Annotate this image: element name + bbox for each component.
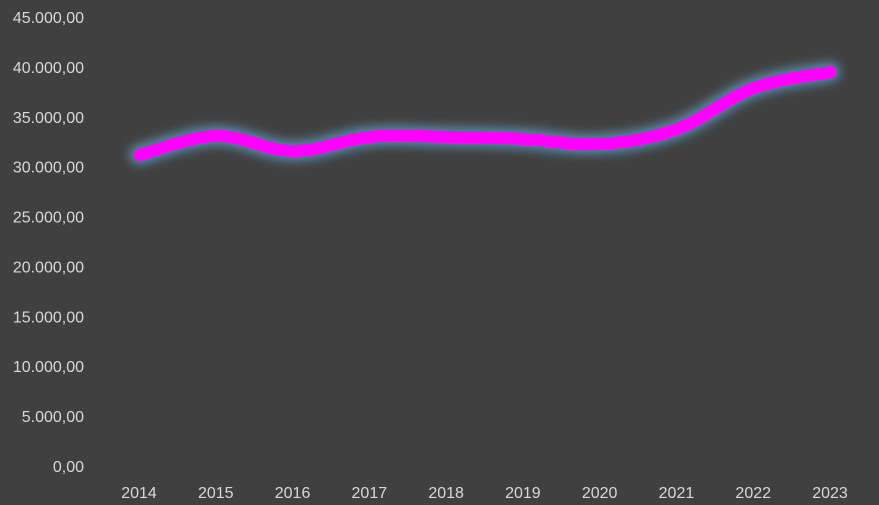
y-axis: 0,00 5.000,00 10.000,00 15.000,00 20.000,00 2… bbox=[13, 10, 84, 476]
y-tick-label: 30.000,00 bbox=[13, 160, 84, 177]
x-tick-label: 2021 bbox=[659, 485, 695, 502]
data-point bbox=[670, 122, 683, 135]
x-tick-label: 2023 bbox=[812, 485, 848, 502]
x-tick-label: 2014 bbox=[121, 485, 157, 502]
data-point bbox=[440, 130, 453, 143]
x-tick-label: 2022 bbox=[735, 485, 771, 502]
data-point bbox=[516, 132, 529, 145]
series-layer bbox=[129, 61, 840, 165]
y-tick-label: 20.000,00 bbox=[13, 259, 84, 276]
data-point bbox=[133, 148, 145, 161]
x-tick-label: 2018 bbox=[428, 485, 464, 502]
y-tick-label: 35.000,00 bbox=[13, 110, 84, 127]
data-point bbox=[363, 130, 376, 143]
y-tick-label: 25.000,00 bbox=[13, 210, 84, 227]
x-axis: 2014 2015 2016 2017 2018 2019 2020 2021 2022 2023 bbox=[121, 485, 848, 502]
x-tick-label: 2016 bbox=[275, 485, 311, 502]
x-tick-label: 2017 bbox=[352, 485, 388, 502]
data-point bbox=[824, 65, 836, 78]
x-tick-label: 2020 bbox=[582, 485, 618, 502]
y-tick-label: 0,00 bbox=[53, 459, 84, 476]
y-tick-label: 40.000,00 bbox=[13, 60, 84, 77]
y-tick-label: 45.000,00 bbox=[13, 10, 84, 27]
x-tick-label: 2019 bbox=[505, 485, 541, 502]
x-tick-label: 2015 bbox=[198, 485, 234, 502]
data-point bbox=[286, 144, 299, 157]
series-line bbox=[133, 65, 836, 161]
data-point bbox=[747, 81, 760, 94]
data-point bbox=[209, 129, 222, 142]
y-tick-label: 10.000,00 bbox=[13, 359, 84, 376]
data-point bbox=[593, 137, 606, 150]
y-tick-label: 15.000,00 bbox=[13, 309, 84, 326]
y-tick-label: 5.000,00 bbox=[22, 409, 84, 426]
